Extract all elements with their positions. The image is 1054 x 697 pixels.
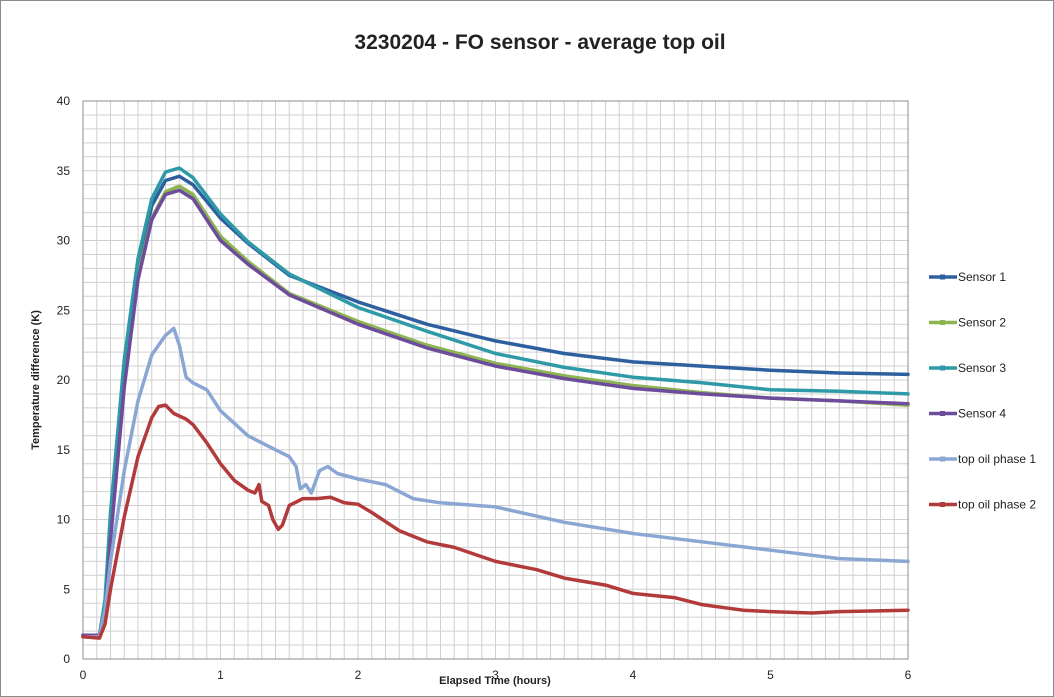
x-tick-label: 4 — [630, 668, 637, 682]
x-tick-label: 6 — [905, 668, 912, 682]
legend-item-sensor-2: Sensor 2 — [929, 316, 1006, 330]
x-tick-label: 2 — [355, 668, 362, 682]
legend: Sensor 1 Sensor 2 Sensor 3 Sensor 4 top oil … — [929, 270, 1036, 512]
legend-label: Sensor 2 — [958, 316, 1006, 330]
legend-marker — [940, 411, 945, 416]
y-tick-label: 25 — [57, 303, 71, 317]
axis-ticks: 0 5 10 15 20 25 30 35 40 0 1 2 3 4 5 6 — [57, 94, 912, 682]
legend-marker — [940, 502, 945, 507]
legend-item-top-oil-phase-2: top oil phase 2 — [929, 498, 1036, 512]
legend-label: Sensor 4 — [958, 407, 1006, 421]
y-tick-label: 30 — [57, 234, 71, 248]
series-line-sensor-3 — [81, 166, 910, 638]
legend-label: Sensor 3 — [958, 361, 1006, 375]
legend-label: top oil phase 2 — [958, 498, 1036, 512]
legend-marker — [940, 274, 945, 280]
gridlines — [83, 101, 908, 659]
legend-marker — [940, 365, 945, 371]
y-axis-title: Temperature difference (K) — [30, 310, 42, 450]
y-tick-label: 5 — [63, 582, 70, 596]
legend-item-top-oil-phase-1: top oil phase 1 — [929, 452, 1036, 466]
y-tick-label: 15 — [57, 443, 71, 457]
x-tick-label: 1 — [217, 668, 224, 682]
y-tick-label: 0 — [63, 652, 70, 666]
y-tick-label: 10 — [57, 513, 71, 527]
y-tick-label: 40 — [57, 94, 71, 108]
legend-marker — [940, 320, 945, 325]
legend-marker — [940, 456, 945, 462]
y-tick-label: 35 — [57, 164, 71, 178]
x-tick-label: 3 — [492, 668, 499, 682]
series-line-top-oil-phase-1 — [81, 326, 910, 639]
data-series — [81, 166, 910, 640]
legend-item-sensor-4: Sensor 4 — [929, 407, 1006, 421]
x-tick-label: 0 — [80, 668, 87, 682]
y-tick-label: 20 — [57, 373, 71, 387]
legend-item-sensor-1: Sensor 1 — [929, 270, 1006, 284]
x-tick-label: 5 — [767, 668, 774, 682]
x-axis-title: Elapsed Time (hours) — [439, 675, 551, 687]
series-line-sensor-4 — [81, 188, 910, 638]
plot-area-border — [82, 100, 909, 660]
series-line-top-oil-phase-2 — [81, 403, 910, 640]
legend-item-sensor-3: Sensor 3 — [929, 361, 1006, 375]
chart-title: 3230204 - FO sensor - average top oil — [354, 31, 725, 54]
legend-label: Sensor 1 — [958, 270, 1006, 284]
legend-label: top oil phase 1 — [958, 452, 1036, 466]
